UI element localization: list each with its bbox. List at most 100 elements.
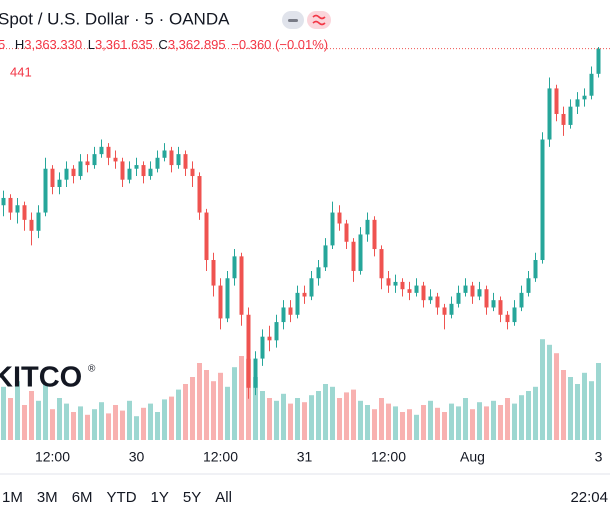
volume-bar	[477, 402, 482, 440]
candle-body	[120, 161, 125, 180]
volume-bar	[134, 416, 139, 440]
header-badges	[282, 11, 331, 29]
candle-body	[442, 307, 447, 315]
candle-body	[477, 289, 482, 297]
candle-body	[505, 314, 510, 323]
volume-bar	[71, 412, 76, 440]
candle-body	[85, 161, 90, 166]
candle-body	[351, 241, 356, 271]
candle-body	[358, 234, 363, 271]
candle-body	[71, 168, 76, 177]
range-button[interactable]: 5Y	[183, 489, 201, 506]
candle-body	[526, 278, 531, 293]
volume-bar	[456, 406, 461, 440]
candle-body	[127, 168, 132, 180]
candle-body	[36, 212, 41, 231]
volume-bar	[554, 353, 559, 440]
candle-body	[218, 285, 223, 319]
candle-body	[141, 165, 146, 177]
volume-bar	[526, 391, 531, 440]
volume-bar	[498, 405, 503, 440]
candle-body	[78, 161, 83, 177]
candle-body	[295, 292, 300, 315]
price-pane	[0, 47, 610, 440]
x-tick-label: 12:00	[203, 449, 238, 465]
volume-bar	[246, 358, 251, 440]
candle-body	[57, 179, 62, 187]
logo-mark: ®	[88, 364, 96, 375]
candle-body	[281, 307, 286, 323]
volume-bar	[64, 403, 69, 440]
candle-body	[190, 168, 195, 177]
x-tick-label: 12:00	[35, 449, 70, 465]
candle-body	[288, 307, 293, 315]
volume-bar	[15, 381, 20, 440]
volume-bar	[400, 412, 405, 440]
candle-body	[246, 314, 251, 388]
legend-c: C	[158, 37, 167, 52]
volume-bar	[260, 391, 265, 440]
volume-bar	[1, 386, 6, 440]
candle-body	[449, 303, 454, 315]
candle-body	[260, 336, 265, 359]
legend-open: 5	[0, 37, 5, 52]
volume-bar	[316, 391, 321, 440]
candle-body	[302, 292, 307, 297]
volume-bar	[596, 363, 601, 440]
volume-bar	[155, 412, 160, 440]
volume-bar	[57, 398, 62, 440]
candle-body	[211, 260, 216, 286]
volume-bar	[435, 407, 440, 440]
volume-bar	[120, 410, 125, 440]
candle-body	[239, 256, 244, 315]
candle-body	[596, 48, 601, 74]
badge-icon	[288, 19, 298, 22]
candle-body	[337, 212, 342, 224]
candle-body	[407, 289, 412, 293]
range-button[interactable]: 1M	[2, 489, 23, 506]
candle-body	[309, 278, 314, 297]
volume-bar	[414, 414, 419, 440]
clock: 22:04	[570, 489, 608, 506]
range-button[interactable]: 3M	[37, 489, 58, 506]
candle-body	[15, 205, 20, 213]
badge-icon	[312, 14, 326, 26]
candle-body	[575, 99, 580, 107]
volume-bar	[29, 391, 34, 440]
volume-bar	[162, 399, 167, 440]
volume-bar	[141, 407, 146, 440]
candle-body	[204, 212, 209, 261]
candle-body	[330, 212, 335, 246]
candle-body	[393, 281, 398, 286]
symbol-title: Spot / U.S. Dollar · 5 · OANDA	[0, 9, 230, 28]
legend-close: 3,362.895	[168, 37, 226, 52]
candle-body	[8, 197, 13, 213]
logo: KITCO	[0, 362, 82, 394]
range-button[interactable]: All	[215, 489, 232, 506]
range-button[interactable]: 6M	[72, 489, 93, 506]
volume-bar	[92, 409, 97, 440]
volume-bar	[253, 377, 258, 440]
candle-body	[379, 249, 384, 279]
volume-bar	[491, 400, 496, 440]
candle-body	[540, 139, 545, 261]
candle-body	[162, 150, 167, 158]
candle-body	[428, 296, 433, 301]
volume-bar	[505, 398, 510, 440]
volume-bar	[365, 405, 370, 440]
candle-body	[92, 154, 97, 166]
candle-body	[1, 197, 6, 206]
candle-body	[106, 146, 111, 158]
volume-bar	[372, 409, 377, 440]
range-bar: 1M 3M 6M YTD 1Y 5Y All	[2, 489, 232, 506]
volume-bar	[379, 398, 384, 440]
candle-body	[400, 281, 405, 290]
candle-body	[316, 267, 321, 279]
candle-body	[435, 296, 440, 308]
candle-body	[470, 285, 475, 297]
range-button[interactable]: YTD	[107, 489, 137, 506]
badge-delay[interactable]	[307, 11, 331, 29]
volume-bar	[8, 398, 13, 440]
range-button[interactable]: 1Y	[151, 489, 169, 506]
